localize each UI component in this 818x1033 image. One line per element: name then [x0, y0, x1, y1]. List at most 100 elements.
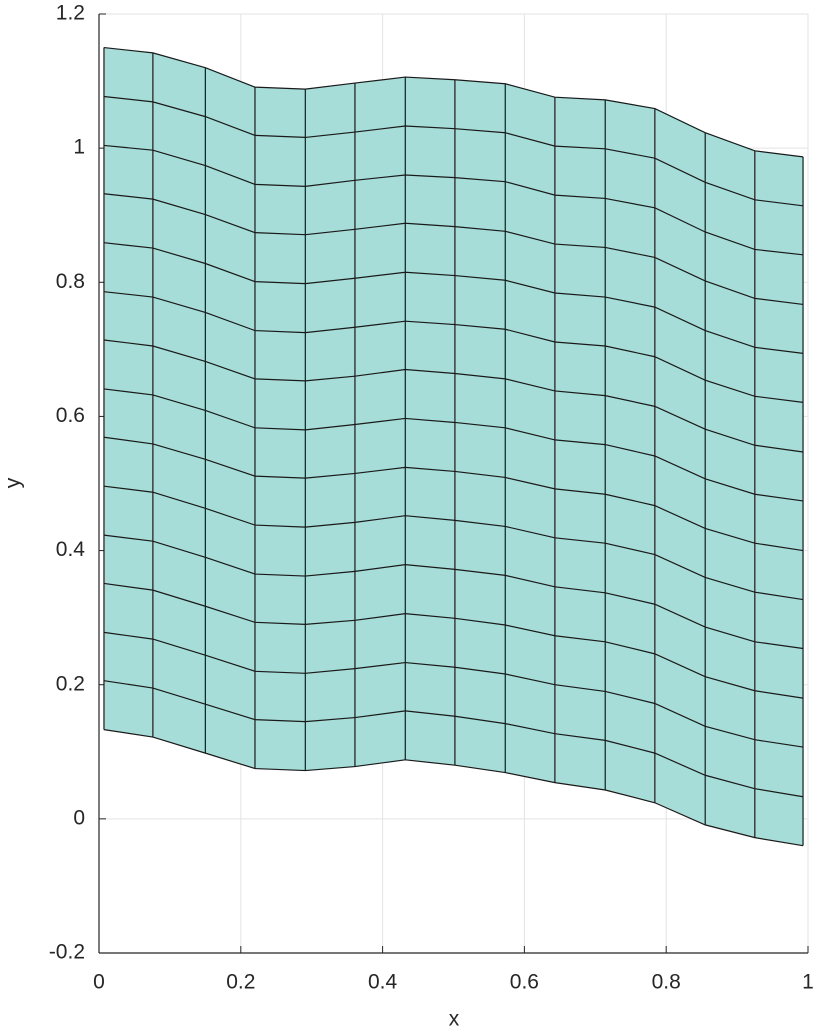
mesh-cell [354, 564, 406, 621]
mesh-cell [454, 324, 506, 380]
mesh-cell [103, 339, 154, 396]
mesh-cell [354, 613, 406, 669]
mesh-cell [354, 125, 406, 181]
mesh-cell [305, 668, 356, 722]
mesh-cell [554, 292, 606, 347]
mesh-cell [404, 613, 456, 668]
mesh-cell [103, 291, 154, 347]
y-tick-label: 1 [73, 136, 85, 159]
mesh-cell [103, 388, 154, 445]
mesh-cell [554, 586, 606, 643]
mesh-cell [305, 522, 356, 577]
mesh-cell [404, 418, 456, 472]
mesh-cell [454, 471, 506, 527]
mesh-cell [103, 242, 154, 298]
mesh-cell [354, 662, 406, 718]
mesh-cell [254, 719, 306, 771]
mesh-cell [554, 733, 606, 791]
mesh-cell [554, 488, 606, 544]
mesh-cell [754, 739, 804, 798]
y-tick-label: 1.2 [56, 2, 85, 25]
y-tick-label: 0.6 [56, 404, 85, 427]
y-tick-label: 0 [73, 806, 85, 829]
mesh-cell [404, 515, 456, 570]
mesh-cell [103, 193, 154, 249]
mesh-cell [305, 277, 356, 333]
mesh-cell [103, 436, 154, 493]
mesh-cell [254, 184, 306, 235]
x-tick-label: 0 [93, 971, 105, 994]
mesh-cell [254, 475, 306, 528]
mesh-cell [754, 249, 804, 305]
mesh-cell [254, 232, 306, 284]
mesh-cell [404, 271, 456, 325]
mesh-cell [354, 76, 406, 133]
mesh-cell [454, 275, 506, 330]
y-tick-label: -0.2 [49, 941, 85, 964]
mesh-cell [454, 715, 506, 773]
mesh-cell [103, 680, 154, 738]
mesh-cell [554, 145, 606, 199]
mesh-cell [305, 571, 356, 625]
mesh-cell [754, 591, 804, 649]
mesh-cell [754, 199, 804, 256]
mesh-cell [354, 271, 406, 328]
mesh-cell [404, 125, 456, 178]
mesh-cell [754, 542, 804, 600]
mesh-cell [554, 390, 606, 445]
mesh-cell [454, 617, 506, 675]
mesh-cell [554, 537, 606, 594]
mesh-cell [254, 330, 306, 382]
mesh-cell [354, 515, 406, 572]
y-tick-label: 0.4 [56, 538, 86, 561]
mesh-cell [404, 564, 456, 619]
mesh-cell [254, 86, 306, 138]
mesh-cell [404, 174, 456, 227]
mesh-cell [554, 194, 606, 248]
mesh-cell [404, 320, 456, 374]
mesh-cell [454, 128, 506, 183]
mesh-cell [454, 520, 506, 576]
y-axis-label: y [2, 477, 25, 488]
mesh-cell [454, 373, 506, 429]
mesh-cell [754, 150, 804, 207]
mesh-cell [754, 641, 804, 699]
mesh-cell [254, 427, 306, 479]
mesh-cell [103, 583, 154, 640]
mesh-cell [305, 326, 356, 382]
mesh-cell [354, 320, 406, 377]
x-axis-label: x [449, 1008, 460, 1031]
y-tick-label: 0.2 [56, 672, 85, 695]
mesh-cell [554, 439, 606, 495]
mesh-cell [305, 717, 356, 771]
mesh-cell [103, 632, 154, 689]
mesh-cell [454, 79, 506, 134]
mesh-cell [354, 710, 406, 767]
x-tick-label: 1 [802, 971, 814, 994]
mesh-cell [454, 177, 506, 232]
mesh-cell [354, 222, 406, 279]
mesh-cell [254, 670, 306, 722]
mesh-cell [554, 243, 606, 298]
mesh-cell [254, 573, 306, 625]
mesh-cell [254, 524, 306, 577]
mesh-cell [754, 298, 804, 354]
mesh-cell [103, 145, 154, 200]
mesh-cell [404, 710, 456, 766]
mesh-cell [305, 620, 356, 674]
x-tick-label: 0.4 [368, 971, 398, 994]
mesh-cell [604, 99, 656, 159]
mesh-cell [454, 226, 506, 281]
mesh-cell [754, 347, 804, 403]
mesh-cell [103, 47, 154, 103]
mesh-cell [354, 418, 406, 474]
mesh-cell [305, 228, 356, 284]
mesh-cell [754, 493, 804, 551]
mesh-cell [604, 148, 656, 209]
mesh-cell [454, 422, 506, 478]
y-tick-label: 0.8 [56, 270, 85, 293]
mesh-cell [305, 82, 356, 138]
mesh-cell [554, 341, 606, 396]
mesh-cell [754, 788, 804, 847]
